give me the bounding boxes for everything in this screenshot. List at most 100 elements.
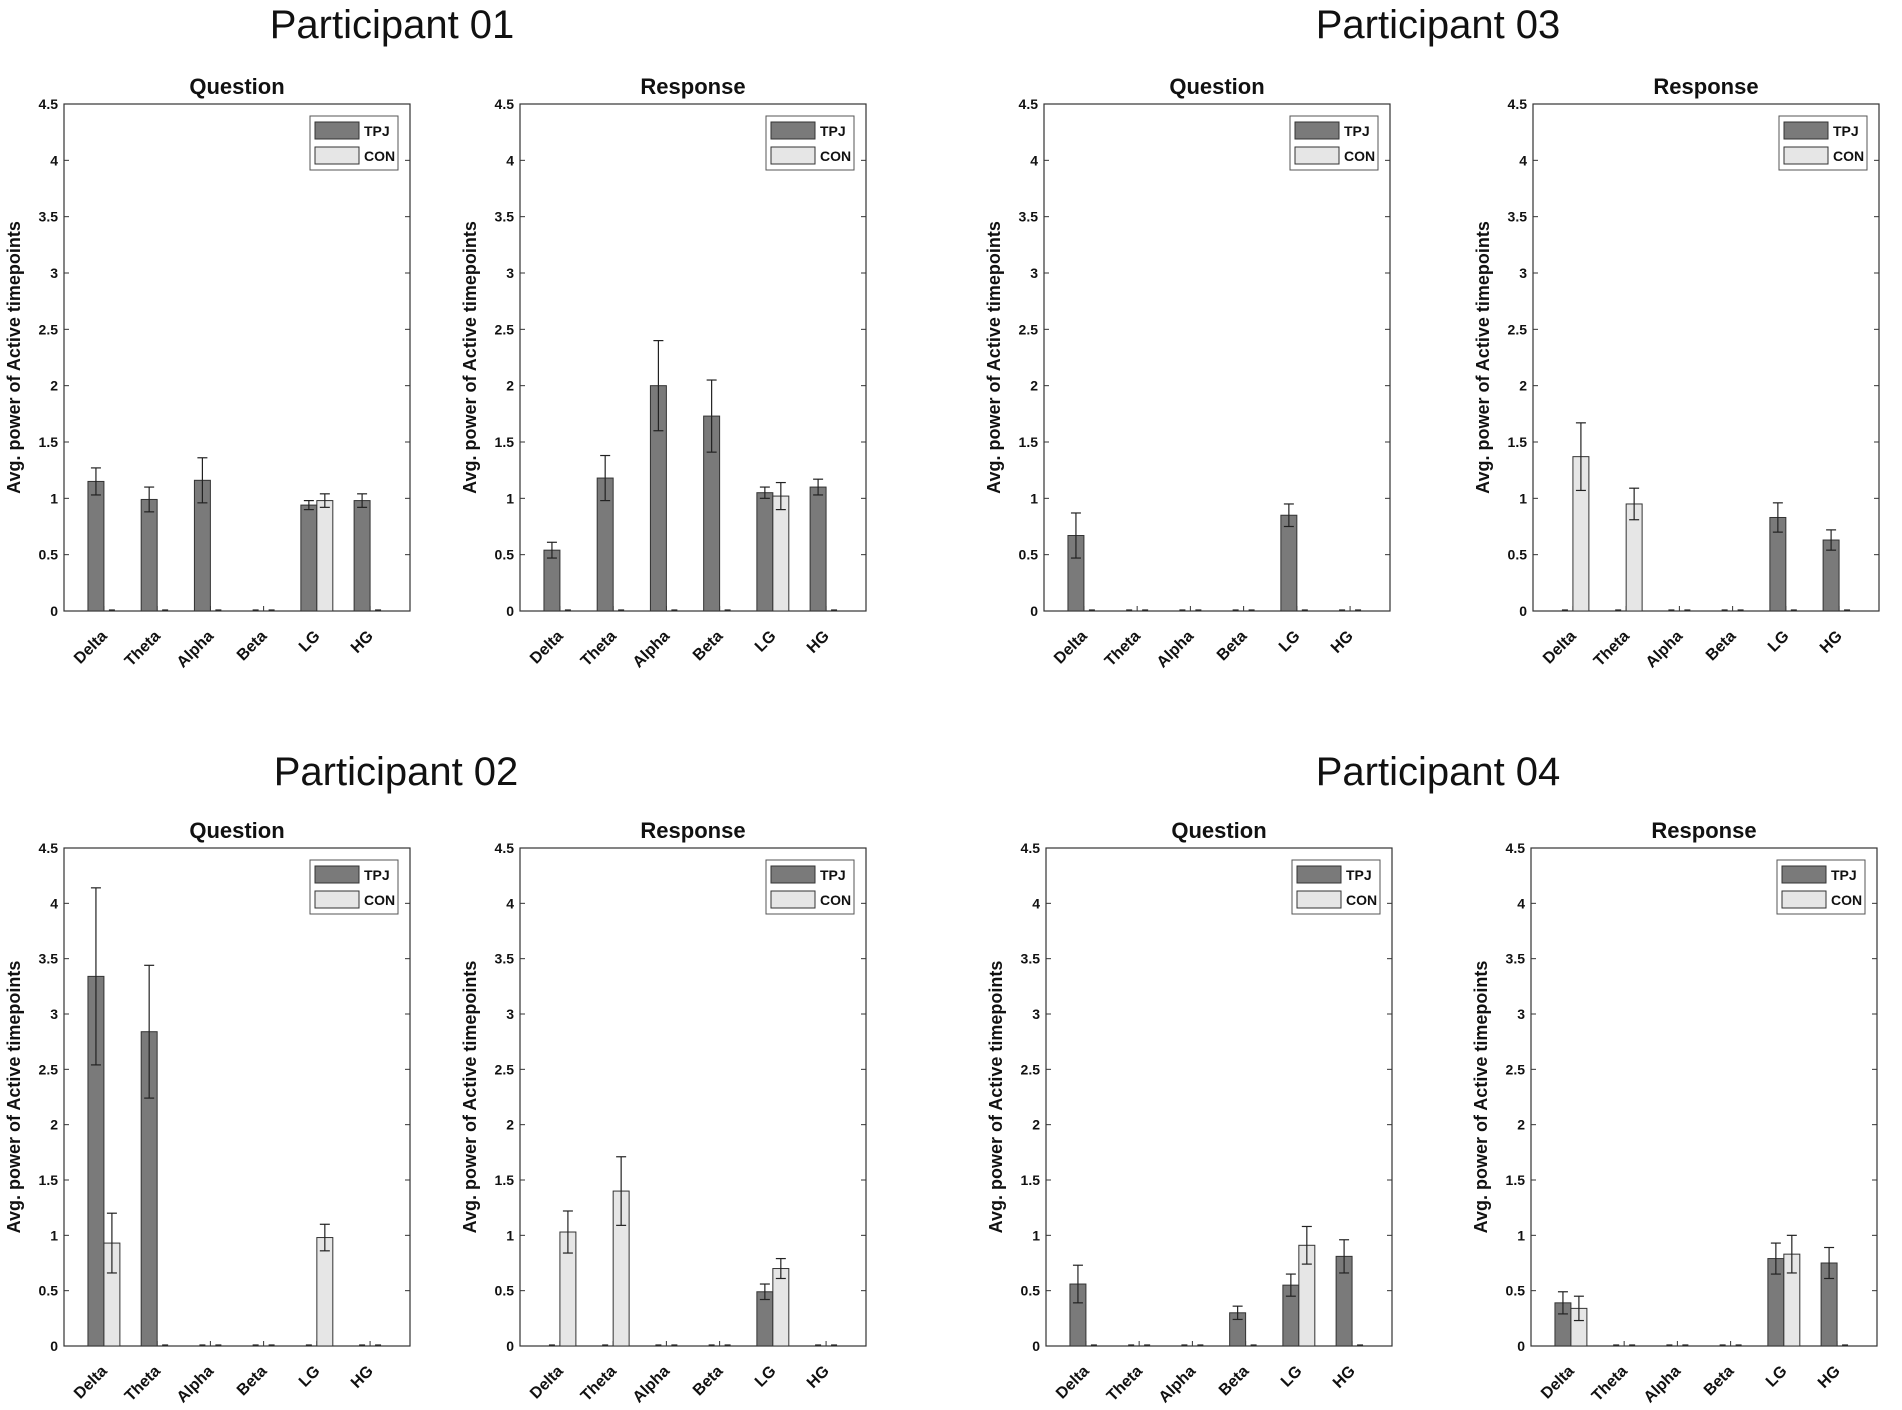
y-tick-label: 2 [1519,378,1527,394]
legend-label-con: CON [364,892,395,908]
bar-con [316,500,334,612]
legend-label-tpj: TPJ [1833,123,1859,139]
y-tick-label: 0.5 [1508,547,1528,563]
legend-label-tpj: TPJ [820,867,846,883]
legend-swatch-tpj [314,865,360,884]
x-tick-label: HG [348,1363,377,1392]
y-tick-label: 4 [1032,895,1040,911]
y-tick-label: 1.5 [1508,434,1528,450]
y-tick-label: 4 [50,152,58,168]
legend-swatch-con [1294,146,1340,165]
legend-swatch-con [314,890,360,909]
y-tick-label: 3 [50,265,58,281]
y-tick-label: 1.5 [1506,1172,1526,1188]
y-tick-label: 3.5 [1506,951,1526,967]
legend-swatch-con [770,890,816,909]
chart-title: Question [1171,818,1266,843]
chart-6: Response 0 0.5 1 1.5 2 2.5 3 3.5 4 4.5 Avg. power o… [460,818,867,1406]
plot-frame [519,103,867,612]
y-tick-label: 3.5 [1508,209,1528,225]
legend-label-con: CON [364,148,395,164]
x-tick-label: Delta [71,1363,111,1403]
x-tick-label: Theta [122,628,164,670]
y-tick-label: 1 [1030,490,1038,506]
chart-title: Response [640,74,745,99]
y-tick-label: 3.5 [1021,951,1041,967]
y-tick-label: 4.5 [1508,96,1528,112]
y-tick-label: 0 [50,603,58,619]
y-tick-label: 3.5 [39,951,59,967]
x-tick-label: Theta [122,1363,164,1405]
y-tick-label: 2.5 [39,1061,59,1077]
y-tick-label: 4.5 [495,96,515,112]
chart-3: Question 0 0.5 1 1.5 2 2.5 3 3.5 4 4.5 Avg. power o… [984,74,1391,671]
x-tick-label: LG [752,1363,780,1391]
legend-label-tpj: TPJ [1344,123,1370,139]
legend-label-tpj: TPJ [1831,867,1857,883]
plot-frame [63,103,411,612]
y-tick-label: 2 [1517,1117,1525,1133]
x-tick-label: HG [804,628,833,657]
x-tick-label: Beta [690,628,727,665]
y-tick-label: 3 [506,265,514,281]
x-tick-label: Theta [1104,1363,1146,1405]
legend-swatch-tpj [1296,865,1342,884]
x-tick-label: Delta [527,1363,567,1403]
y-axis-label: Avg. power of Active timepoints [1471,961,1491,1234]
x-tick-label: LG [296,628,324,656]
x-tick-label: LG [1763,1363,1791,1391]
y-tick-label: 0 [1517,1338,1525,1354]
y-tick-label: 1 [1517,1227,1525,1243]
x-tick-label: Delta [527,628,567,668]
y-tick-label: 1.5 [1019,434,1039,450]
bar-tpj [300,504,318,612]
x-tick-label: Alpha [1156,1363,1200,1407]
y-tick-label: 4 [50,895,58,911]
y-tick-label: 3.5 [495,209,515,225]
y-axis-label: Avg. power of Active timepoints [986,961,1006,1234]
x-tick-label: Beta [1701,1363,1738,1400]
x-tick-label: Delta [1538,1363,1578,1403]
legend-swatch-con [1783,146,1829,165]
x-tick-label: Beta [234,1363,271,1400]
y-tick-label: 2 [1030,378,1038,394]
y-tick-label: 3 [1032,1006,1040,1022]
x-tick-label: Beta [234,628,271,665]
y-axis-label: Avg. power of Active timepoints [460,961,480,1234]
plot-frame [1530,847,1878,1347]
plot-frame [1043,103,1391,612]
bar-tpj [353,500,371,612]
y-tick-label: 1 [1519,490,1527,506]
y-tick-label: 2 [50,1117,58,1133]
x-tick-label: Alpha [630,628,674,672]
chart-title: Question [1169,74,1264,99]
y-tick-label: 3.5 [1019,209,1039,225]
x-tick-label: HG [348,628,377,657]
x-tick-label: Theta [1102,628,1144,670]
legend-label-tpj: TPJ [820,123,846,139]
y-axis-label: Avg. power of Active timepoints [460,221,480,494]
y-tick-label: 4.5 [39,96,59,112]
legend-label-con: CON [1831,892,1862,908]
chart-5: Question 0 0.5 1 1.5 2 2.5 3 3.5 4 4.5 Avg. power o… [4,818,411,1406]
y-tick-label: 0.5 [495,547,515,563]
y-tick-label: 4.5 [39,840,59,856]
y-tick-label: 2.5 [1021,1061,1041,1077]
x-tick-label: Alpha [1643,628,1687,672]
chart-title: Response [640,818,745,843]
chart-8: Response 0 0.5 1 1.5 2 2.5 3 3.5 4 4.5 Avg. power o… [1471,818,1878,1406]
y-tick-label: 3.5 [39,209,59,225]
chart-4: Response 0 0.5 1 1.5 2 2.5 3 3.5 4 4.5 Avg. power o… [1473,74,1880,672]
chart-title: Question [189,818,284,843]
y-tick-label: 0 [50,1338,58,1354]
x-tick-label: HG [1817,628,1846,657]
y-tick-label: 1 [506,490,514,506]
y-tick-label: 2 [506,1117,514,1133]
chart-1: Question 0 0.5 1 1.5 2 2.5 3 3.5 4 4.5 Avg. power o… [4,74,411,671]
legend-label-tpj: TPJ [364,867,390,883]
y-tick-label: 4.5 [1021,840,1041,856]
legend-swatch-con [1781,890,1827,909]
participant-title-01: Participant 01 [270,3,515,47]
y-tick-label: 0.5 [39,1283,59,1299]
